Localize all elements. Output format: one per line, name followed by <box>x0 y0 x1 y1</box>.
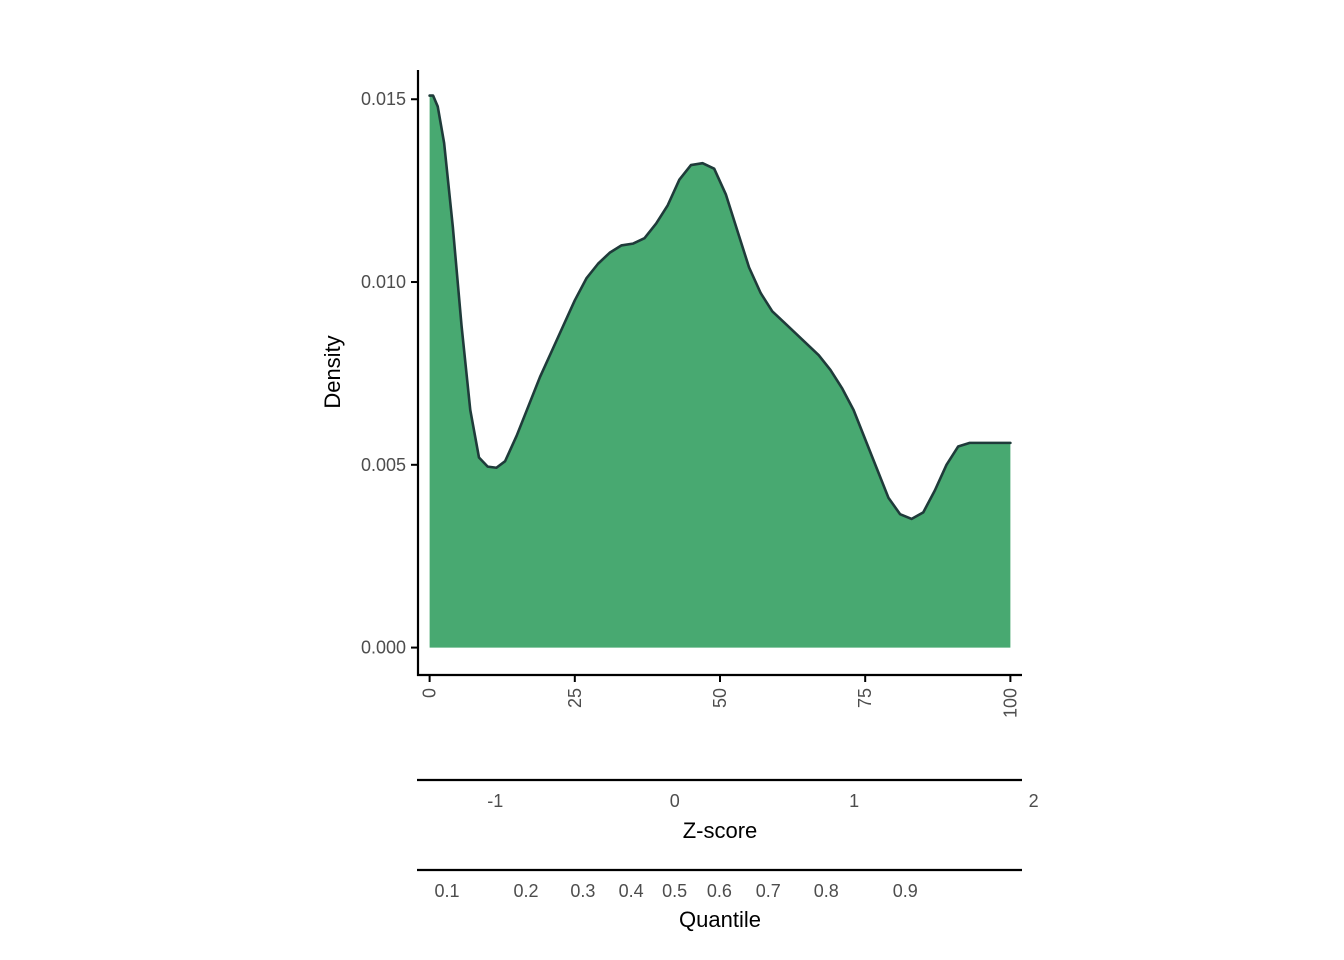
quantile-axis-title: Quantile <box>679 907 761 932</box>
x-tick-label: 0 <box>420 688 440 698</box>
axes: 0.000 0.005 0.010 0.015 0 25 50 75 100 -1 0 1 2 0.1 0.… <box>361 70 1039 901</box>
plot-area <box>428 94 1012 648</box>
y-tick-label: 0.000 <box>361 638 406 658</box>
quantile-tick-label: 0.4 <box>619 881 644 901</box>
z-score-tick-label: 2 <box>1029 791 1039 811</box>
z-score-axis-title: Z-score <box>683 818 758 843</box>
x-tick-label: 50 <box>710 688 730 708</box>
quantile-tick-label: 0.8 <box>814 881 839 901</box>
z-score-tick-label: 1 <box>849 791 859 811</box>
quantile-tick-label: 0.2 <box>514 881 539 901</box>
quantile-tick-label: 0.3 <box>570 881 595 901</box>
x-tick-label: 100 <box>1000 688 1020 718</box>
y-tick-label: 0.015 <box>361 89 406 109</box>
quantile-tick-label: 0.5 <box>662 881 687 901</box>
density-area <box>429 95 1011 648</box>
x-tick-label: 75 <box>855 688 875 708</box>
z-score-tick-label: 0 <box>670 791 680 811</box>
x-tick-label: 25 <box>565 688 585 708</box>
density-line <box>428 94 1012 521</box>
quantile-tick-label: 0.1 <box>435 881 460 901</box>
y-tick-label: 0.005 <box>361 455 406 475</box>
quantile-tick-label: 0.7 <box>756 881 781 901</box>
quantile-tick-label: 0.9 <box>893 881 918 901</box>
quantile-tick-label: 0.6 <box>707 881 732 901</box>
y-tick-label: 0.010 <box>361 272 406 292</box>
y-axis-title: Density <box>320 335 345 408</box>
z-score-tick-label: -1 <box>487 791 503 811</box>
